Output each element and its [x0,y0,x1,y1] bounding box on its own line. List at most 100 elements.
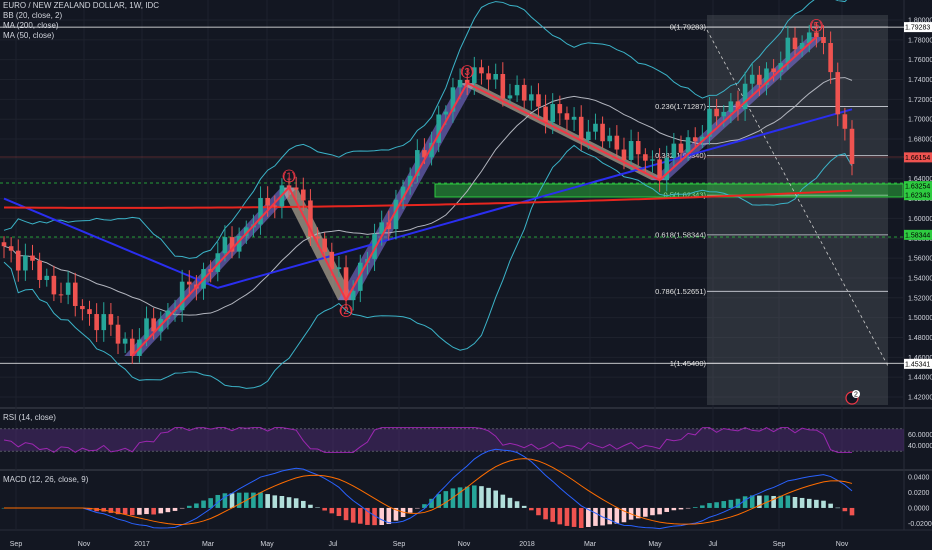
candle-body[interactable] [521,84,527,101]
candle-body[interactable] [493,73,498,80]
price-tag[interactable] [904,190,932,201]
candle-body[interactable] [614,135,620,150]
candle-body[interactable] [571,116,577,120]
candle-body[interactable] [757,74,762,85]
candle-body[interactable] [329,251,335,270]
chart-title[interactable]: EURO / NEW ZEALAND DOLLAR, 1W, IDC [3,1,160,10]
ma50-indicator-label[interactable]: MA (50, close) [3,31,55,40]
candle-body[interactable] [229,237,235,252]
price-tag[interactable] [904,181,932,192]
candle-body[interactable] [821,37,826,44]
candle-body[interactable] [835,72,841,115]
elliott-wave-path[interactable] [131,36,818,357]
candle-body[interactable] [778,63,784,73]
candle-body[interactable] [372,233,377,260]
candle-body[interactable] [714,108,719,117]
candle-body[interactable] [700,136,705,142]
candle-body[interactable] [685,137,691,153]
candle-body[interactable] [564,113,570,120]
candle-body[interactable] [828,43,833,73]
candle-body[interactable] [23,255,28,271]
candle-body[interactable] [628,141,634,160]
candle-body[interactable] [322,238,327,252]
candle-body[interactable] [393,199,399,230]
candle-body[interactable] [671,143,677,158]
candle-body[interactable] [507,95,513,99]
trend-projection-line[interactable] [706,29,889,367]
candle-body[interactable] [578,116,584,141]
candle-body[interactable] [37,260,42,280]
candle-body[interactable] [472,67,477,84]
forecast-region[interactable] [707,15,888,405]
fibonacci-retracement[interactable]: 0(1.79283)0.236(1.71287)0.382(1.66340)0.… [0,23,904,368]
candle-body[interactable] [500,73,506,99]
candle-body[interactable] [336,267,342,270]
candle-body[interactable] [550,104,556,123]
candle-body[interactable] [529,94,534,101]
candle-body[interactable] [635,141,641,155]
candle-body[interactable] [222,237,228,254]
candle-body[interactable] [514,84,520,96]
candle-body[interactable] [315,236,320,239]
candle-body[interactable] [735,101,741,110]
candle-body[interactable] [308,200,313,237]
candle-body[interactable] [543,106,548,123]
candle-body[interactable] [8,246,14,251]
candle-body[interactable] [621,149,627,160]
candle-body[interactable] [15,250,21,271]
candle-body[interactable] [122,338,128,344]
candle-body[interactable] [806,32,812,43]
candle-body[interactable] [707,108,712,137]
macd-panel[interactable]: 0.0400 0.0200 0.0000 -0.0200 [1,448,932,530]
candle-body[interactable] [101,314,107,331]
candle-body[interactable] [799,42,805,50]
candle-body[interactable] [678,143,684,153]
ma200-indicator-label[interactable]: MA (200, close) [3,21,59,30]
candle-body[interactable] [443,111,449,115]
candle-body[interactable] [350,290,356,301]
candle-body[interactable] [80,305,85,310]
candle-body[interactable] [58,294,64,296]
candle-body[interactable] [771,68,776,73]
candle-body[interactable] [258,197,263,225]
candle-body[interactable] [764,68,769,85]
candle-body[interactable] [643,154,648,161]
candlesticks[interactable] [1,22,855,365]
candle-body[interactable] [593,123,598,132]
rsi-panel[interactable]: 60.0000 40.0000 [0,427,932,453]
price-tag[interactable] [904,358,932,369]
candle-body[interactable] [457,79,463,88]
candle-body[interactable] [115,324,121,344]
candle-body[interactable] [151,318,156,332]
candle-body[interactable] [664,157,670,181]
candle-body[interactable] [94,314,99,331]
candle-body[interactable] [536,94,541,107]
candle-body[interactable] [300,189,306,201]
rsi-indicator-label[interactable]: RSI (14, close) [3,413,56,422]
candle-body[interactable] [1,242,7,247]
candle-body[interactable] [650,159,655,161]
candle-body[interactable] [728,101,734,112]
price-tag[interactable] [904,229,932,240]
price-tag[interactable] [904,22,932,33]
candle-body[interactable] [65,282,71,295]
candle-body[interactable] [415,150,420,176]
candle-body[interactable] [51,275,57,295]
candle-body[interactable] [721,111,727,117]
candle-body[interactable] [400,186,406,200]
candle-body[interactable] [343,267,349,301]
price-axis[interactable]: 1.80000 1.78000 1.76000 1.74000 1.72000 1.700… [904,18,932,402]
candle-body[interactable] [450,87,456,112]
candle-body[interactable] [108,314,114,325]
wave-lines[interactable] [131,36,818,357]
candle-body[interactable] [265,197,270,206]
candle-body[interactable] [586,131,591,141]
candle-body[interactable] [87,309,92,315]
candle-body[interactable] [243,227,249,236]
candle-body[interactable] [479,67,484,74]
candle-body[interactable] [464,79,470,84]
candle-body[interactable] [165,310,171,319]
candle-body[interactable] [607,135,613,142]
candle-body[interactable] [742,83,748,110]
